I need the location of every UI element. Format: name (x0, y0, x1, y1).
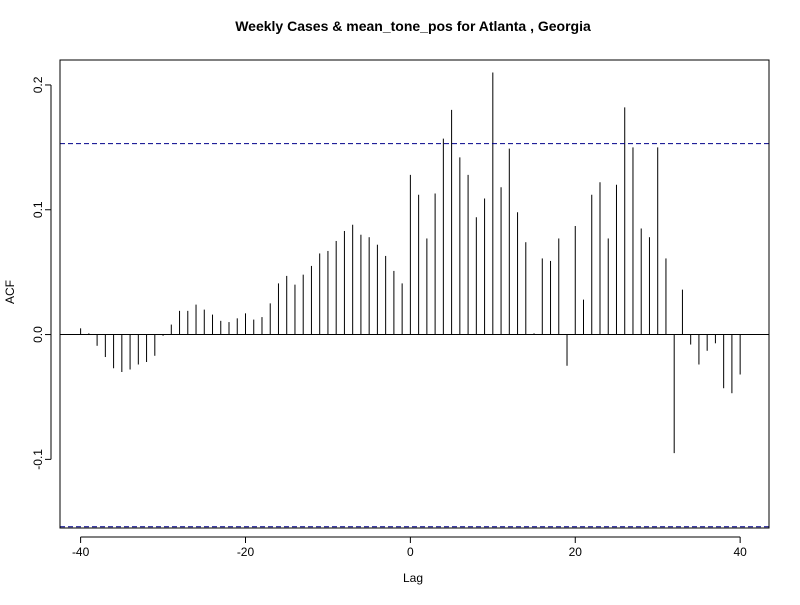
x-tick-label: -20 (237, 545, 255, 559)
confidence-bands (60, 143, 769, 528)
acf-bars (80, 72, 741, 454)
y-axis-title: ACF (3, 280, 17, 304)
x-tick-label: 0 (407, 545, 414, 559)
chart-title: Weekly Cases & mean_tone_pos for Atlanta… (235, 18, 591, 34)
axes: -40 -20 0 20 40 -0.1 0.0 0.1 0.2 (31, 76, 769, 559)
y-tick-label: 0.0 (31, 326, 45, 343)
y-tick-label: 0.1 (31, 201, 45, 218)
y-tick-label: 0.2 (31, 76, 45, 93)
y-tick-label: -0.1 (31, 449, 45, 470)
x-tick-label: -40 (72, 545, 90, 559)
plot-frame (59, 59, 770, 529)
x-axis-title: Lag (403, 571, 423, 585)
x-tick-label: 20 (569, 545, 583, 559)
x-tick-label: 40 (733, 545, 747, 559)
